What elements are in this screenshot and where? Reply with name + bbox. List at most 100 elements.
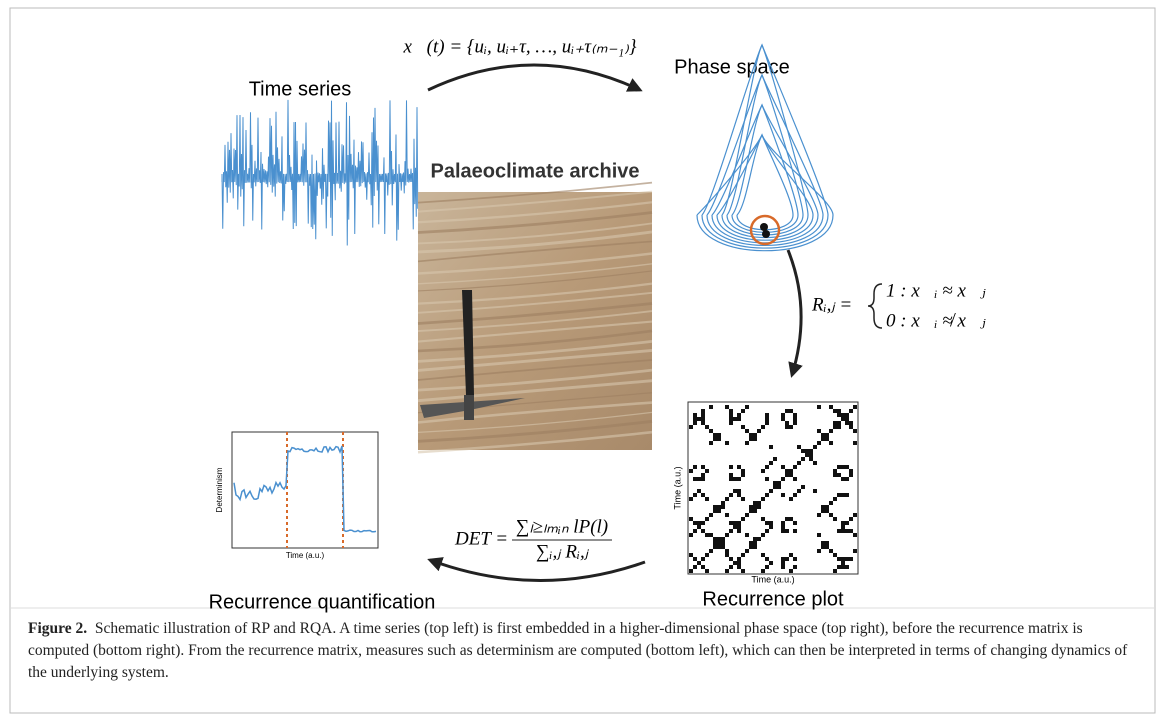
recurrence — [773, 485, 777, 489]
recurrence — [713, 433, 717, 437]
recurrence — [741, 473, 745, 477]
hammer-neck — [464, 395, 474, 420]
recurrence — [709, 441, 713, 445]
point — [760, 223, 768, 231]
recurrence — [721, 501, 725, 505]
recurrence — [849, 409, 853, 413]
stratum — [417, 310, 653, 333]
recurrence — [785, 557, 789, 561]
recurrence — [793, 465, 797, 469]
recurrence — [725, 549, 729, 553]
recurrence — [745, 429, 749, 433]
orbit — [731, 103, 799, 233]
recurrence — [745, 513, 749, 517]
recurrence — [845, 413, 849, 417]
recurrence — [705, 517, 709, 521]
recurrence — [837, 465, 841, 469]
recurrence — [753, 509, 757, 513]
stratum — [417, 430, 653, 454]
recurrence — [741, 553, 745, 557]
recurrence — [837, 557, 841, 561]
recurrence — [821, 433, 825, 437]
recurrence — [729, 565, 733, 569]
time-series-graphic — [221, 99, 419, 246]
recurrence — [833, 469, 837, 473]
recurrence — [737, 565, 741, 569]
recurrence — [829, 441, 833, 445]
recurrence — [833, 425, 837, 429]
recurrence — [765, 565, 769, 569]
recurrence — [761, 569, 765, 573]
recurrence — [717, 537, 721, 541]
stratum — [417, 302, 653, 325]
recurrence — [741, 569, 745, 573]
recurrence — [721, 541, 725, 545]
recurrence — [737, 529, 741, 533]
label: Recurrence plot — [702, 588, 844, 610]
recurrence — [833, 517, 837, 521]
recurrence — [741, 425, 745, 429]
recurrence — [737, 465, 741, 469]
recurrence — [845, 477, 849, 481]
stratum — [417, 222, 653, 245]
recurrence — [833, 409, 837, 413]
recurrence — [789, 497, 793, 501]
recurrence — [849, 473, 853, 477]
recurrence — [693, 477, 697, 481]
recurrence — [765, 413, 769, 417]
recurrence — [749, 433, 753, 437]
recurrence — [849, 469, 853, 473]
recurrence — [689, 517, 693, 521]
recurrence — [829, 501, 833, 505]
recurrence — [757, 501, 761, 505]
recurrence — [761, 533, 765, 537]
recurrence — [785, 473, 789, 477]
recurrence — [701, 409, 705, 413]
recurrence — [701, 421, 705, 425]
recurrence — [837, 409, 841, 413]
recurrence — [729, 557, 733, 561]
stratum — [417, 252, 653, 275]
recurrence — [753, 537, 757, 541]
recurrence — [845, 417, 849, 421]
recurrence — [693, 493, 697, 497]
recurrence — [721, 505, 725, 509]
stratum — [417, 230, 653, 254]
recurrence — [705, 425, 709, 429]
recurrence — [701, 493, 705, 497]
recurrence — [853, 405, 857, 409]
recurrence — [705, 497, 709, 501]
recurrence — [833, 473, 837, 477]
recurrence — [809, 449, 813, 453]
recurrence — [769, 525, 773, 529]
recurrence — [741, 409, 745, 413]
recurrence — [789, 517, 793, 521]
recurrence — [749, 541, 753, 545]
recurrence — [781, 477, 785, 481]
recurrence — [837, 421, 841, 425]
recurrence — [813, 461, 817, 465]
recurrence — [697, 489, 701, 493]
recurrence — [749, 509, 753, 513]
stratum — [417, 359, 653, 381]
recurrence — [741, 497, 745, 501]
recurrence — [845, 557, 849, 561]
recurrence — [689, 533, 693, 537]
stratum — [417, 339, 653, 363]
recurrence — [809, 453, 813, 457]
recurrence — [825, 545, 829, 549]
recurrence — [697, 561, 701, 565]
recurrence — [689, 553, 693, 557]
recurrence — [709, 513, 713, 517]
recurrence — [841, 561, 845, 565]
stratum — [417, 181, 653, 204]
formula: ∑ᵢ,ⱼ Rᵢ,ⱼ — [536, 541, 590, 562]
recurrence — [825, 437, 829, 441]
recurrence — [845, 493, 849, 497]
recurrence — [749, 437, 753, 441]
recurrence — [841, 529, 845, 533]
recurrence — [853, 441, 857, 445]
recurrence — [765, 421, 769, 425]
recurrence — [725, 569, 729, 573]
